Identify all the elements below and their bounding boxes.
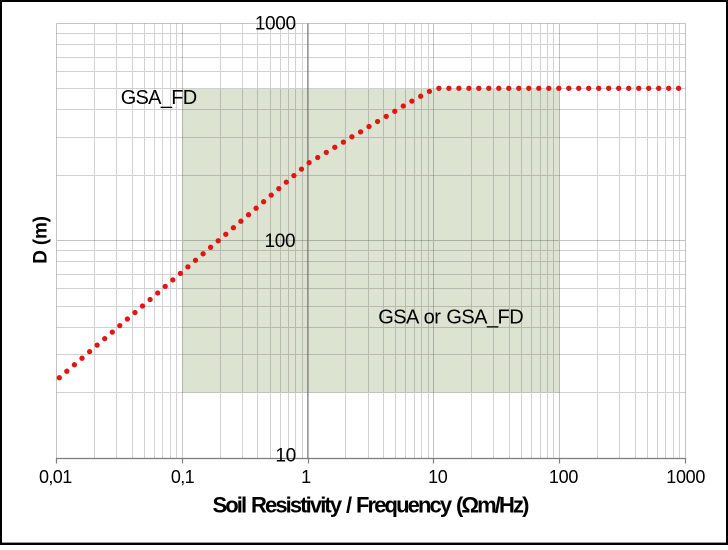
svg-text:1000: 1000 [255,13,296,34]
svg-text:GSA_FD: GSA_FD [121,87,197,109]
svg-text:GSA or GSA_FD: GSA or GSA_FD [378,307,523,329]
svg-text:1: 1 [301,467,311,487]
svg-text:Soil Resistivity / Frequency (: Soil Resistivity / Frequency (Ωm/Hz) [212,493,529,518]
svg-text:100: 100 [265,231,296,252]
svg-text:100: 100 [549,467,578,487]
svg-text:1000: 1000 [666,467,705,487]
svg-text:10: 10 [275,446,295,467]
svg-text:0,01: 0,01 [39,467,72,487]
svg-text:10: 10 [428,467,448,487]
svg-text:D (m): D (m) [31,216,52,264]
svg-text:0,1: 0,1 [171,467,195,487]
